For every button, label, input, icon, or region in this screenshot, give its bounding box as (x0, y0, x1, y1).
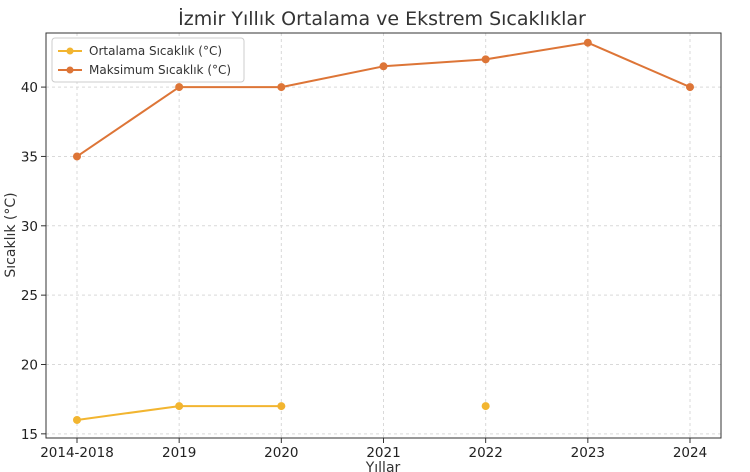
grid-lines (46, 33, 721, 438)
x-tick-label: 2019 (162, 445, 196, 461)
x-tick-label: 2020 (264, 445, 298, 461)
data-point (481, 55, 490, 64)
legend-marker (66, 47, 74, 55)
data-point (481, 402, 490, 411)
series-layer (73, 38, 694, 424)
series-2 (73, 38, 694, 161)
series-1 (73, 402, 490, 424)
y-tick-label: 40 (21, 80, 38, 96)
legend: Ortalama Sıcaklık (°C) Maksimum Sıcaklık … (51, 37, 245, 83)
legend-label: Ortalama Sıcaklık (°C) (89, 44, 222, 58)
data-point (175, 83, 184, 92)
x-tick-label: 2014-2018 (40, 445, 114, 461)
x-tick-label: 2024 (673, 445, 707, 461)
y-tick-label: 30 (21, 219, 38, 235)
data-point (73, 415, 81, 424)
x-tick-label: 2022 (468, 445, 502, 461)
data-point (175, 402, 184, 411)
data-point (379, 62, 388, 71)
data-point (686, 83, 694, 92)
data-point (277, 83, 286, 92)
legend-label: Maksimum Sıcaklık (°C) (89, 63, 231, 77)
legend-box (51, 37, 245, 83)
data-point (583, 38, 592, 47)
chart-title: İzmir Yıllık Ortalama ve Ekstrem Sıcaklı… (178, 7, 586, 30)
data-point (73, 152, 81, 161)
x-tick-label: 2023 (571, 445, 605, 461)
x-tick-label: 2021 (366, 445, 400, 461)
y-tick-label: 25 (21, 288, 38, 304)
y-tick-label: 20 (21, 357, 38, 373)
legend-marker (66, 66, 74, 74)
data-point (277, 402, 286, 411)
x-axis-label: Yıllar (365, 460, 401, 472)
axis-ticks: 2014-2018 2019 2020 2021 2022 2023 2024 15 20 25 3… (21, 80, 707, 461)
y-axis-label: Sıcaklık (°C) (3, 192, 19, 277)
y-tick-label: 35 (21, 149, 38, 165)
y-tick-label: 15 (21, 427, 38, 443)
